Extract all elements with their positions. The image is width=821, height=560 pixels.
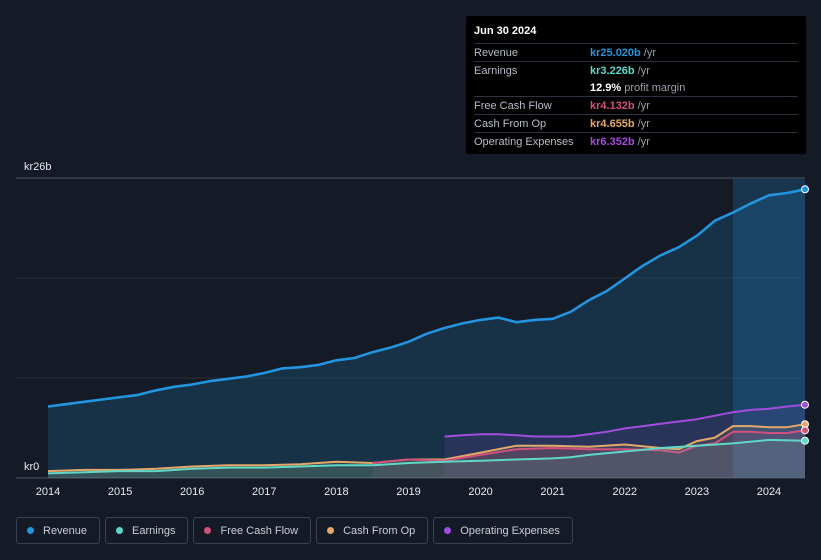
tooltip-row-unit: /yr: [637, 99, 650, 112]
legend-dot-icon: [116, 527, 124, 534]
x-tick-label: 2015: [108, 486, 132, 498]
marker-layer: [801, 185, 809, 445]
y-axis-top-label: kr26b: [24, 161, 52, 173]
marker-earnings: [801, 436, 809, 445]
legend-item-revenue[interactable]: Revenue: [16, 517, 101, 544]
line-revenue: [47, 188, 806, 408]
legend-label: Cash From Op: [343, 524, 416, 537]
tooltip-row-label: Earnings: [474, 64, 518, 77]
x-axis: 2014 2015 2016 2017 2018 2019 2020 2021 2022 2023…: [36, 486, 781, 498]
tooltip-row-value: kr25.020b: [590, 46, 641, 59]
tooltip-row-label: Cash From Op: [474, 117, 547, 130]
tooltip-row: Revenue kr25.020b/yr: [474, 43, 798, 61]
tooltip-row-unit: /yr: [643, 46, 656, 59]
x-tick-label: 2023: [685, 486, 709, 498]
x-tick-label: 2021: [540, 486, 564, 498]
tooltip-row-label: Free Cash Flow: [474, 99, 552, 112]
tooltip-row: Earnings kr3.226b/yr: [474, 61, 798, 79]
x-tick-label: 2014: [36, 486, 60, 498]
line-fcf: [372, 429, 806, 464]
legend-dot-icon: [327, 527, 335, 534]
x-tick-label: 2018: [324, 486, 348, 498]
marker-fcf: [801, 426, 809, 435]
tooltip-date: Jun 30 2024: [474, 25, 537, 37]
tooltip-row-unit: /yr: [637, 135, 650, 148]
tooltip-row: Cash From Op kr4.655b/yr: [474, 114, 798, 132]
x-tick-label: 2024: [757, 486, 781, 498]
legend-label: Earnings: [132, 524, 176, 537]
line-cfo: [47, 423, 806, 473]
x-tick-label: 2019: [396, 486, 420, 498]
marker-opex: [801, 400, 809, 409]
legend: Revenue Earnings Free Cash Flow Cash From O…: [16, 517, 573, 544]
tooltip-row-value: kr6.352b: [590, 135, 635, 148]
area-cfo: [48, 424, 805, 478]
area-revenue: [48, 189, 805, 479]
tooltip-row-value: kr3.226b: [590, 64, 635, 77]
legend-label: Revenue: [43, 524, 88, 537]
y-axis-bottom-label: kr0: [24, 461, 39, 473]
tooltip-row-unit: /yr: [637, 64, 650, 77]
legend-item-operating-expenses[interactable]: Operating Expenses: [433, 517, 573, 544]
x-tick-label: 2017: [252, 486, 276, 498]
legend-dot-icon: [444, 527, 452, 534]
series-layer: [47, 188, 806, 479]
tooltip-row: 12.9% profit margin: [474, 79, 798, 96]
tooltip-row-unit: profit margin: [624, 81, 686, 94]
legend-label: Free Cash Flow: [220, 524, 299, 537]
legend-item-earnings[interactable]: Earnings: [105, 517, 189, 544]
data-tooltip: Jun 30 2024 Revenue kr25.020b/yr Earnings k…: [466, 16, 806, 154]
tooltip-row-label: Revenue: [474, 46, 519, 59]
marker-revenue: [801, 185, 809, 194]
legend-label: Operating Expenses: [460, 524, 560, 537]
legend-dot-icon: [204, 527, 212, 534]
tooltip-row-value: kr4.132b: [590, 99, 635, 112]
tooltip-row-value: kr4.655b: [590, 117, 635, 130]
x-tick-label: 2016: [180, 486, 204, 498]
tooltip-row-label: Operating Expenses: [474, 135, 574, 148]
grid: [16, 177, 805, 479]
line-earnings: [47, 438, 806, 475]
line-opex: [444, 403, 806, 438]
tooltip-row: Operating Expenses kr6.352b/yr: [474, 132, 798, 150]
tooltip-row-unit: /yr: [637, 117, 650, 130]
x-tick-label: 2022: [613, 486, 637, 498]
legend-item-free-cash-flow[interactable]: Free Cash Flow: [193, 517, 312, 544]
legend-dot-icon: [27, 527, 34, 534]
tooltip-row: Free Cash Flow kr4.132b/yr: [474, 96, 798, 114]
x-tick-label: 2020: [468, 486, 492, 498]
tooltip-row-value: 12.9%: [590, 81, 622, 94]
legend-item-cash-from-op[interactable]: Cash From Op: [316, 517, 429, 544]
